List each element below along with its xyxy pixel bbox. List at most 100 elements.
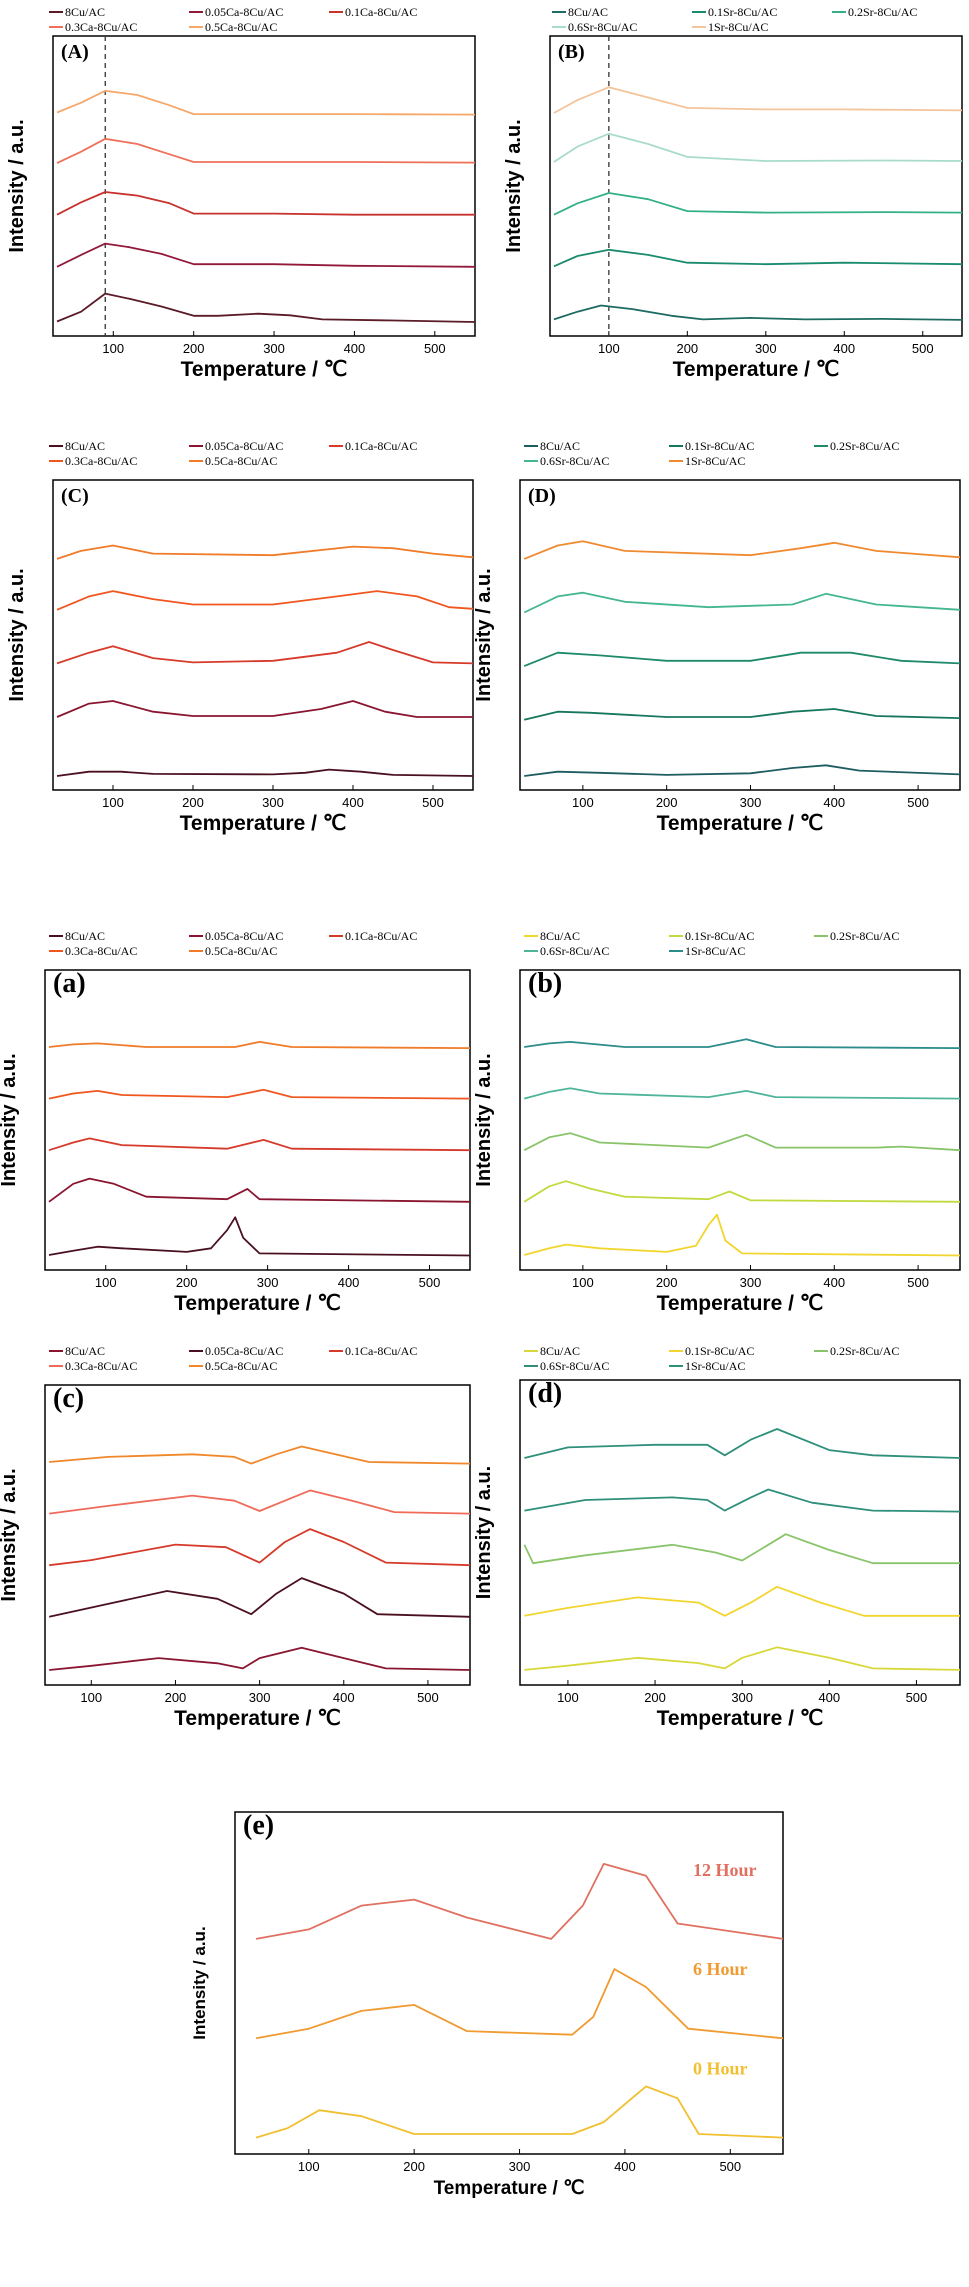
legend-entry: 0.1Sr-8Cu/AC <box>685 439 754 453</box>
legend-entry: 0.3Ca-8Cu/AC <box>65 944 137 958</box>
x-tick-label: 400 <box>614 2159 636 2174</box>
series-line <box>523 1213 961 1257</box>
plot-frame <box>519 969 961 1271</box>
y-axis-title: Intensity / a.u. <box>0 1468 20 1601</box>
legend-entry: 0.6Sr-8Cu/AC <box>540 1359 609 1373</box>
series-line <box>49 1445 471 1465</box>
x-tick-label: 400 <box>818 1690 840 1705</box>
legend-entry: 0.2Sr-8Cu/AC <box>830 1344 899 1358</box>
legend-entry: 8Cu/AC <box>568 5 608 19</box>
series-line <box>56 700 473 718</box>
y-axis-title: Intensity / a.u. <box>473 568 495 701</box>
series-line <box>524 1585 960 1617</box>
x-tick-label: 200 <box>676 341 698 356</box>
legend-entry: 0.2Sr-8Cu/AC <box>848 5 917 19</box>
x-tick-label: 300 <box>731 1690 753 1705</box>
x-tick-label: 400 <box>833 341 855 356</box>
y-axis-title: Intensity / a.u. <box>503 119 525 252</box>
x-axis-title: Temperature / ℃ <box>174 1292 341 1315</box>
x-axis-title: Temperature / ℃ <box>673 358 840 381</box>
x-tick-label: 400 <box>823 795 845 810</box>
series-line <box>56 137 476 164</box>
series-label: 12 Hour <box>693 1860 757 1880</box>
plot-frame <box>44 1384 471 1686</box>
x-tick-label: 100 <box>298 2159 320 2174</box>
legend-entry: 1Sr-8Cu/AC <box>708 20 768 34</box>
panel-a: 100 200 300 400 500 Temperature / ℃ Intensity … <box>0 929 471 1315</box>
panel-e: 100 200 300 400 500 Temperature / ℃ Intensity … <box>190 1810 784 2199</box>
x-axis-title: Temperature / ℃ <box>181 358 348 381</box>
x-tick-label: 100 <box>572 795 594 810</box>
series-line <box>523 1180 961 1203</box>
x-tick-label: 200 <box>644 1690 666 1705</box>
plot-frame <box>44 969 471 1271</box>
legend-entry: 0.6Sr-8Cu/AC <box>540 454 609 468</box>
x-tick-label: 500 <box>417 1690 439 1705</box>
series-line <box>48 1137 471 1152</box>
panel-label: (C) <box>61 485 89 507</box>
series-line <box>523 591 961 614</box>
panel-B: 100 200 300 400 500 Temperature / ℃ Intensity … <box>503 5 963 381</box>
x-tick-label: 500 <box>422 795 444 810</box>
series-label: 0 Hour <box>693 2058 748 2078</box>
panel-label: (a) <box>53 968 86 999</box>
series-line <box>553 248 963 268</box>
legend-entry: 0.3Ca-8Cu/AC <box>65 454 137 468</box>
series-line <box>56 590 474 611</box>
legend-entry: 0.5Ca-8Cu/AC <box>205 20 277 34</box>
series-line <box>523 1533 960 1565</box>
legend-entry: 0.1Ca-8Cu/AC <box>345 439 417 453</box>
y-axis-title: Intensity / a.u. <box>6 568 28 701</box>
x-tick-label: 500 <box>906 1690 928 1705</box>
series-line <box>49 1577 471 1618</box>
series-line <box>56 641 474 665</box>
panel-D: 100 200 300 400 500 Temperature / ℃ Intensity … <box>473 439 961 835</box>
x-tick-label: 500 <box>419 1275 441 1290</box>
x-tick-label: 100 <box>102 795 124 810</box>
series-line <box>56 242 476 268</box>
series-line <box>48 1041 471 1049</box>
series-line <box>48 1177 471 1203</box>
y-axis-title: Intensity / a.u. <box>473 1466 495 1599</box>
legend-entry: 8Cu/AC <box>540 1344 580 1358</box>
x-tick-label: 200 <box>183 341 205 356</box>
legend-entry: 0.6Sr-8Cu/AC <box>568 20 637 34</box>
x-tick-label: 500 <box>907 795 929 810</box>
x-tick-label: 100 <box>557 1690 579 1705</box>
series-line <box>56 89 476 116</box>
y-axis-title: Intensity / a.u. <box>473 1053 495 1186</box>
x-tick-label: 200 <box>165 1690 187 1705</box>
x-tick-label: 300 <box>509 2159 531 2174</box>
panel-b: 100 200 300 400 500 Temperature / ℃ Intensity … <box>473 929 961 1315</box>
x-tick-label: 400 <box>344 341 366 356</box>
panel-C: 100 200 300 400 500 Temperature / ℃ Intensity … <box>6 439 474 835</box>
panel-c: 100 200 300 400 500 Temperature / ℃ Intensity … <box>0 1344 471 1730</box>
legend-entry: 0.5Ca-8Cu/AC <box>205 1359 277 1373</box>
legend-entry: 8Cu/AC <box>540 929 580 943</box>
series-line <box>524 1038 961 1049</box>
series-line <box>553 132 963 163</box>
legend-entry: 1Sr-8Cu/AC <box>685 1359 745 1373</box>
panel-A: 100 200 300 400 500 Temperature / ℃ Intensity … <box>6 5 476 381</box>
x-axis-title: Temperature / ℃ <box>434 2178 585 2199</box>
legend-entry: 8Cu/AC <box>65 5 105 19</box>
series-line <box>524 1488 961 1513</box>
plot-frame <box>234 1811 784 2155</box>
x-tick-label: 500 <box>424 341 446 356</box>
x-tick-label: 300 <box>257 1275 279 1290</box>
x-tick-label: 500 <box>912 341 934 356</box>
x-tick-label: 200 <box>656 795 678 810</box>
panel-label: (B) <box>558 41 585 63</box>
x-tick-label: 400 <box>342 795 364 810</box>
legend-entry: 0.1Sr-8Cu/AC <box>708 5 777 19</box>
legend-entry: 8Cu/AC <box>65 929 105 943</box>
x-tick-label: 400 <box>333 1690 355 1705</box>
legend-entry: 1Sr-8Cu/AC <box>685 944 745 958</box>
panel-label: (d) <box>528 1378 562 1409</box>
plot-frame <box>519 479 961 791</box>
x-tick-label: 400 <box>823 1275 845 1290</box>
plot-frame <box>549 35 963 337</box>
series-line <box>49 1489 471 1515</box>
legend-entry: 0.05Ca-8Cu/AC <box>205 439 283 453</box>
series-line <box>524 1646 961 1671</box>
